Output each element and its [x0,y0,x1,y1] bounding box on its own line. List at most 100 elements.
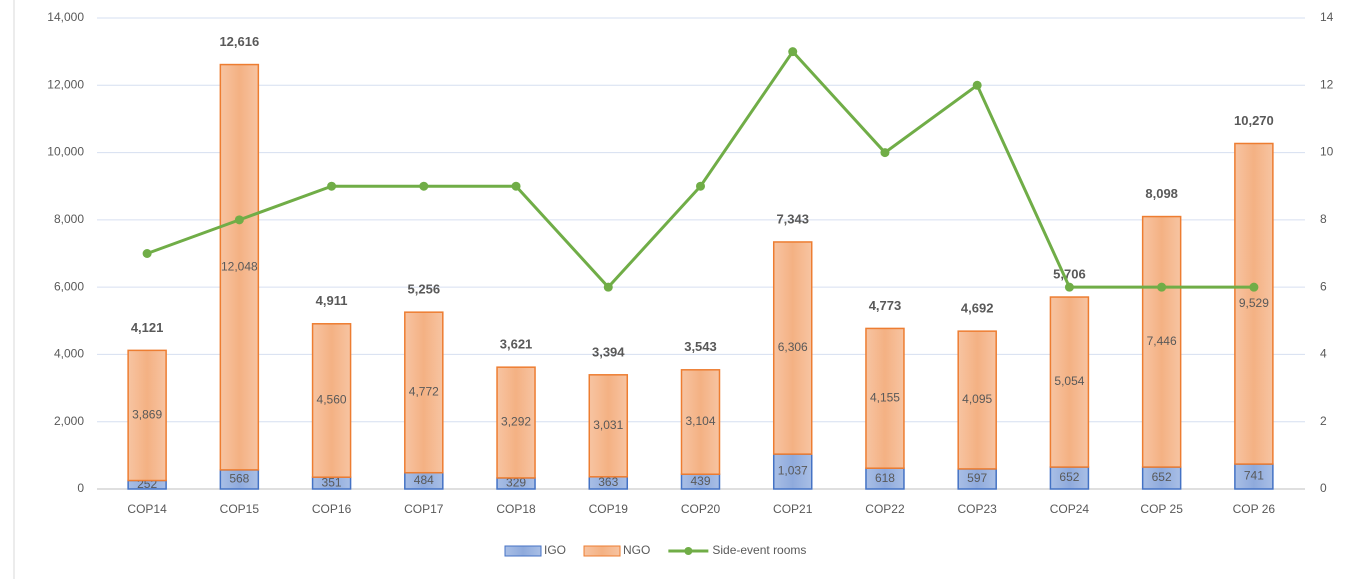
line-point [1157,282,1167,292]
y-tick-label: 8,000 [54,212,84,226]
segment-label: 9,529 [1239,296,1269,310]
line-point [972,80,982,90]
segment-label: 597 [967,471,987,485]
segment-label: 5,054 [1054,374,1084,388]
y2-tick-label: 12 [1320,77,1334,91]
segment-label: 652 [1059,470,1079,484]
legend-label: NGO [623,543,650,557]
x-tick-label: COP14 [127,502,167,516]
segment-label: 568 [229,472,249,486]
segment-label: 652 [1152,470,1172,484]
x-tick-label: COP21 [773,502,813,516]
total-label: 12,616 [219,34,259,49]
y-tick-label: 12,000 [47,77,84,91]
line-series [146,49,1254,290]
segment-label: 439 [690,474,710,488]
total-label: 3,394 [592,344,625,359]
bar-segment [865,327,905,469]
x-tick-label: COP18 [496,502,536,516]
segment-label: 4,772 [409,385,439,399]
bar-segment [772,241,813,455]
y2-tick-label: 2 [1320,414,1327,428]
segment-label: 363 [598,475,618,489]
segment-label: 3,869 [132,408,162,422]
segment-label: 351 [322,475,342,489]
x-tick-label: COP15 [220,502,260,516]
total-label: 3,543 [684,339,717,354]
y-tick-label: 10,000 [47,145,84,159]
x-tick-label: COP 25 [1140,502,1183,516]
total-label: 8,098 [1145,186,1178,201]
legend-swatch [504,545,542,557]
x-tick-label: COP20 [681,502,721,516]
x-tick-label: COP24 [1050,502,1090,516]
total-label: 4,692 [961,301,994,316]
x-tick-label: COP 26 [1233,502,1276,516]
line-point [234,215,244,225]
total-label: 3,621 [500,337,533,352]
bar-segment [957,330,997,470]
segment-label: 741 [1244,469,1264,483]
y2-tick-label: 4 [1320,347,1327,361]
line-point [142,249,152,258]
x-tick-label: COP16 [312,502,352,516]
total-label: 4,121 [131,320,164,335]
total-label: 4,773 [869,298,902,313]
bar-segment [404,311,444,474]
total-label: 5,706 [1053,266,1086,281]
bar-segment [588,374,629,478]
segment-label: 618 [875,471,895,485]
y-tick-label: 14,000 [47,10,84,24]
bar-segment [311,323,352,478]
line-point [1064,282,1074,292]
segment-label: 1,037 [778,464,808,478]
legend-swatch [583,545,621,557]
segment-label: 3,031 [593,418,623,432]
legend-label: Side-event rooms [712,543,806,557]
line-point [788,47,798,57]
legend-label: IGO [544,543,566,557]
total-label: 7,343 [776,211,809,226]
x-tick-label: COP17 [404,502,444,516]
segment-label: 4,095 [962,392,992,406]
segment-label: 4,560 [317,393,347,407]
y2-tick-label: 10 [1320,145,1334,159]
bar-segment [1049,296,1090,468]
x-tick-label: COP19 [589,502,629,516]
total-label: 4,911 [316,293,348,308]
segment-label: 484 [414,473,434,487]
legend-marker [684,547,693,555]
line-point [1249,282,1259,292]
bar-segment [680,369,721,475]
line-point [327,181,337,191]
bar-segment [219,63,260,471]
segment-label: 3,104 [685,414,715,428]
total-label: 5,256 [408,282,441,297]
y-tick-label: 4,000 [54,347,84,361]
segment-label: 3,292 [501,415,531,429]
y2-tick-label: 14 [1320,10,1334,24]
segment-label: 329 [506,476,526,490]
line-point [880,148,890,158]
segment-label: 4,155 [870,390,900,404]
y-tick-label: 2,000 [54,414,84,428]
bar-segment [1141,215,1182,468]
bar-segment [1234,142,1274,465]
y-tick-label: 6,000 [54,279,84,293]
x-tick-label: COP22 [865,502,905,516]
line-point [603,282,613,292]
total-label: 10,270 [1234,113,1274,128]
bar-segment [127,349,167,482]
segment-label: 7,446 [1147,334,1177,348]
segment-label: 6,306 [778,340,808,354]
y2-tick-label: 0 [1320,481,1327,495]
line-point [696,181,705,191]
y2-tick-label: 6 [1320,279,1327,293]
bar-segment [496,366,536,479]
x-tick-label: COP23 [958,502,998,516]
y-tick-label: 0 [77,481,84,495]
bar-segment [772,453,813,490]
line-point [511,181,521,191]
